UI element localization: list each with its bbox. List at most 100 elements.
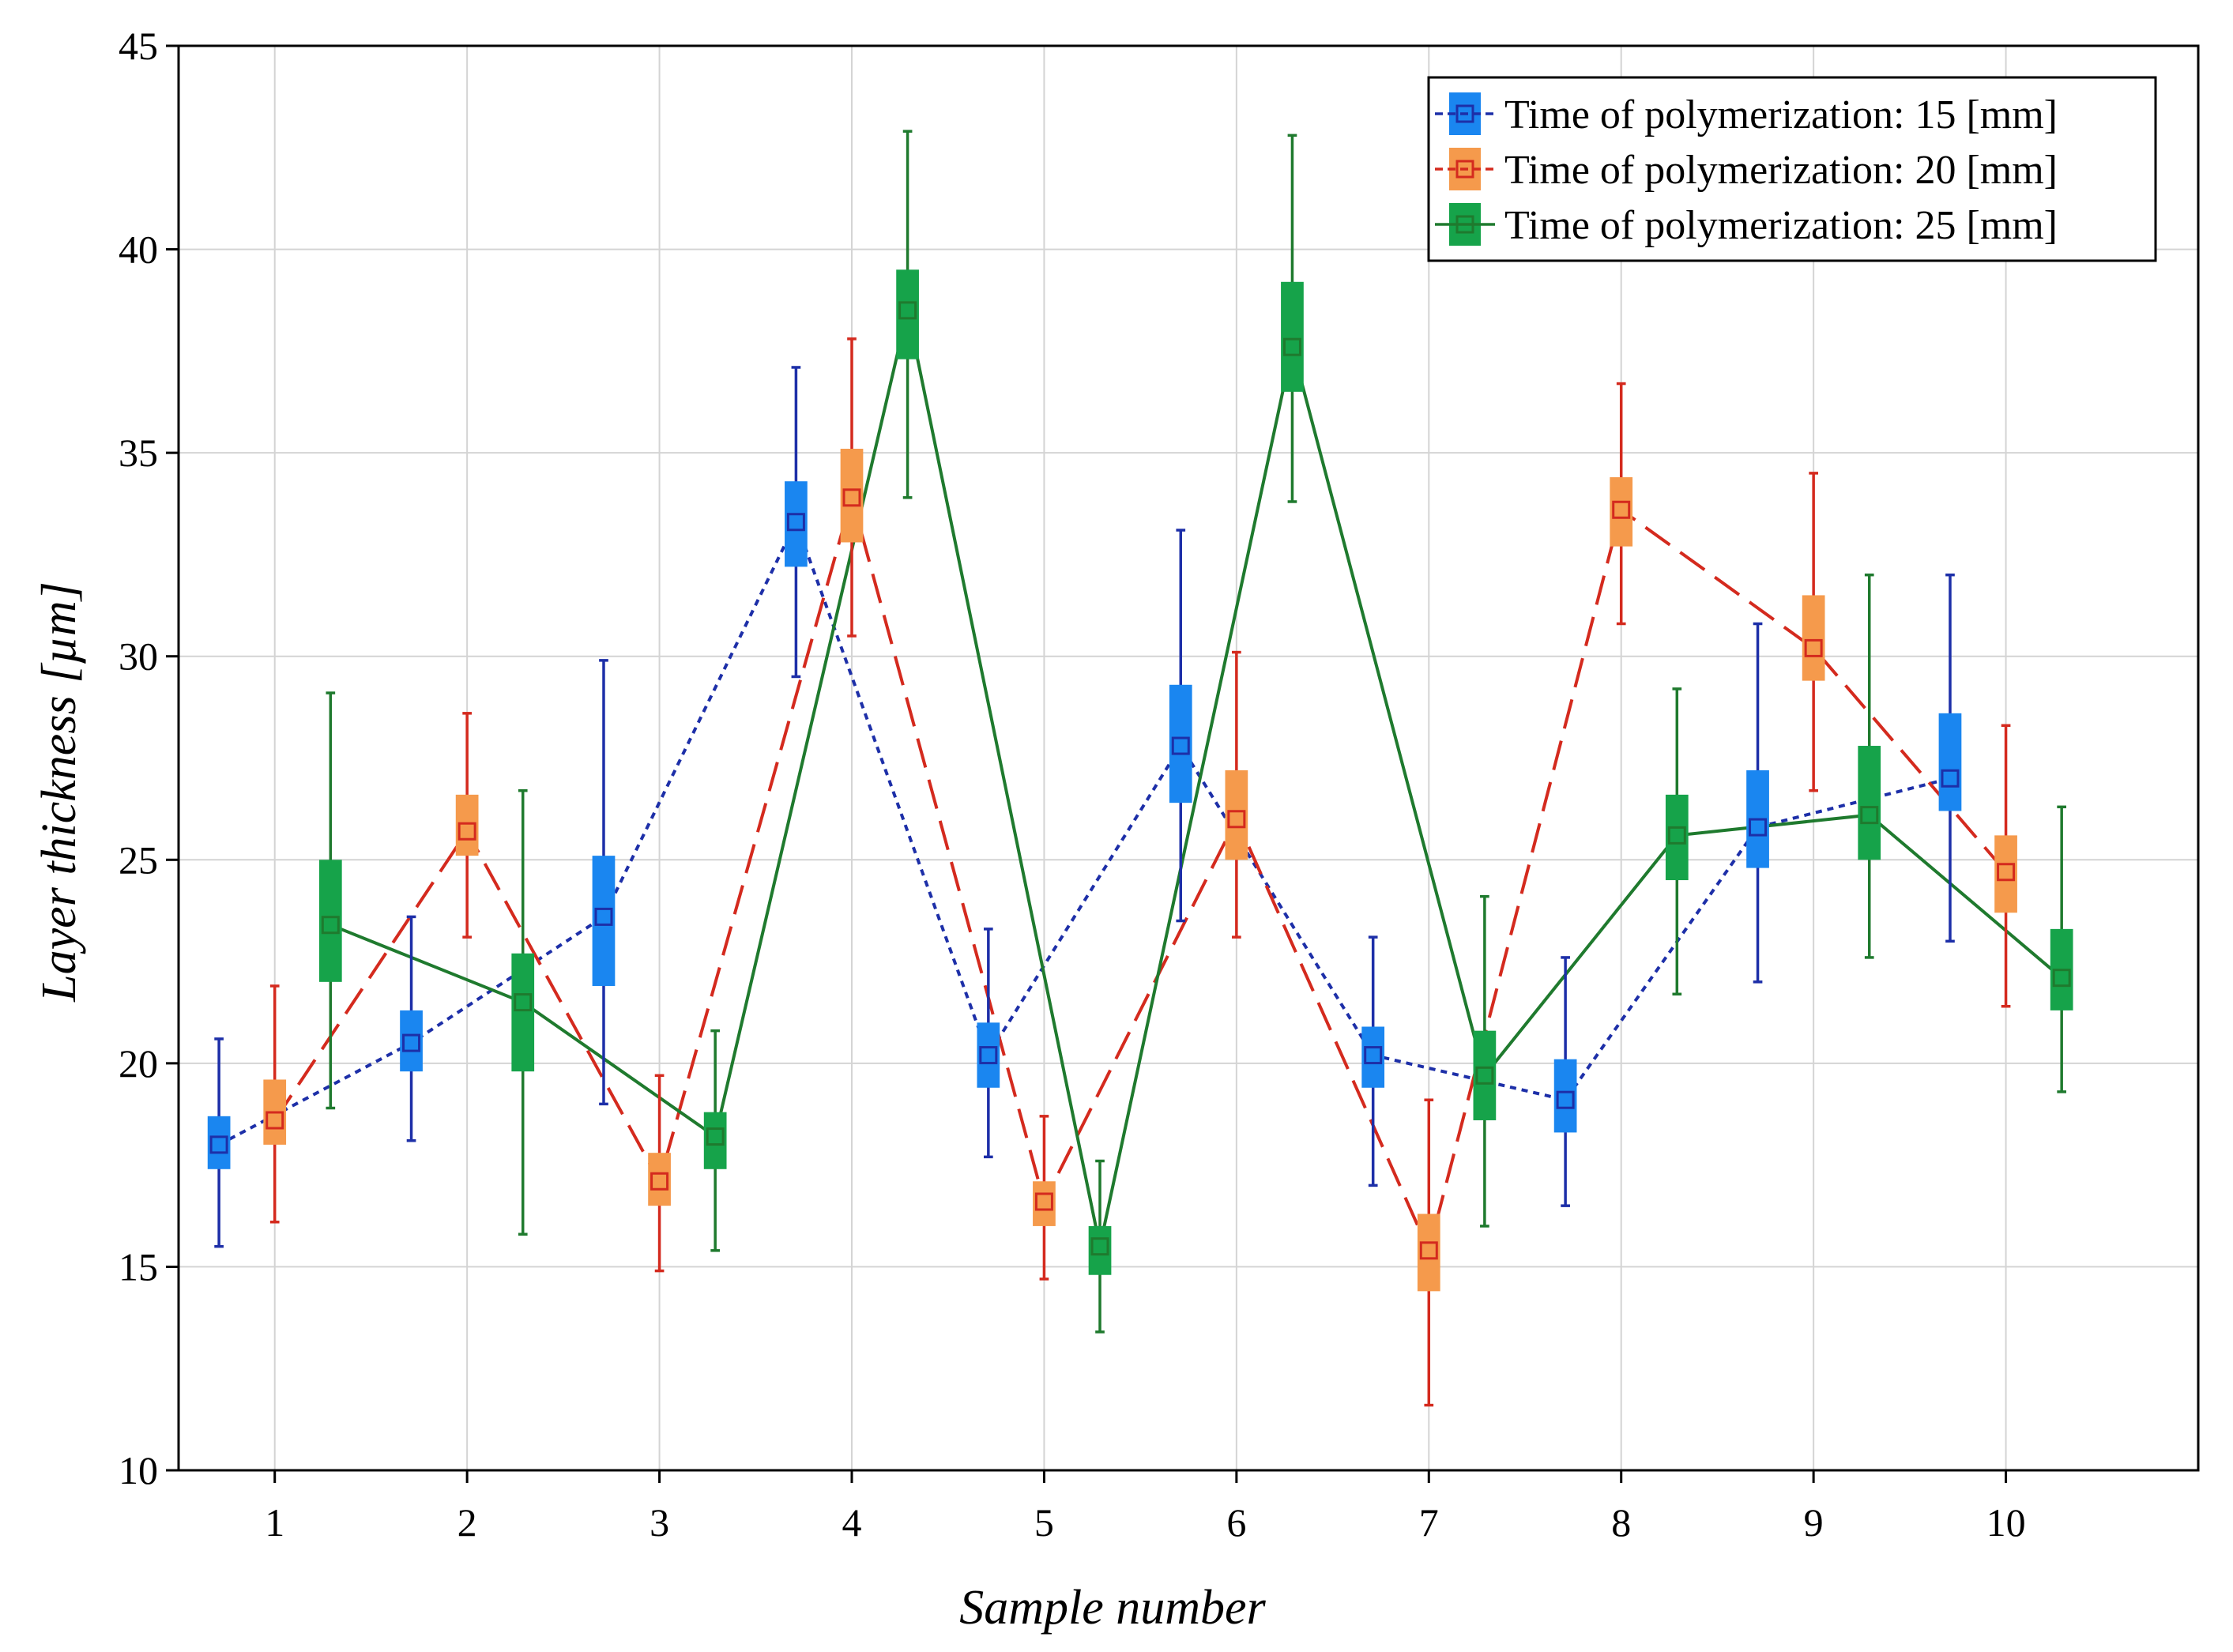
mean-marker: [1749, 818, 1768, 837]
mean-marker: [1475, 1066, 1494, 1085]
mean-marker: [1227, 810, 1246, 829]
box-group: [1553, 956, 1577, 1207]
box-group: [1033, 1115, 1056, 1281]
box: [1858, 746, 1881, 860]
mean-marker: [786, 513, 805, 532]
mean-marker: [1997, 863, 2016, 882]
y-tick-label: 20: [119, 1041, 158, 1086]
legend-label: Time of polymerization: 15 [mm]: [1504, 92, 2058, 137]
box-group: [1938, 573, 1962, 943]
y-axis-title: Layer thickness [µm]: [32, 581, 86, 1003]
box-group: [1802, 472, 1825, 792]
box-group: [1361, 935, 1385, 1187]
legend-item: Time of polymerization: 20 [mm]: [1435, 148, 2058, 193]
legend-marker: [1455, 215, 1474, 234]
x-tick-label: 7: [1419, 1500, 1439, 1545]
y-tick-label: 35: [119, 431, 158, 475]
box-group: [511, 788, 535, 1236]
series-line: [329, 310, 2063, 1247]
y-tick-label: 10: [119, 1448, 158, 1492]
box-group: [785, 366, 808, 679]
box-group: [1417, 1098, 1440, 1407]
y-tick-label: 25: [119, 837, 158, 882]
legend-item: Time of polymerization: 25 [mm]: [1435, 203, 2058, 248]
mean-marker: [209, 1135, 228, 1154]
mean-marker: [650, 1172, 669, 1191]
x-tick-label: 9: [1804, 1500, 1824, 1545]
box-group: [1169, 529, 1192, 923]
x-tick-label: 4: [842, 1500, 862, 1545]
x-tick-label: 5: [1034, 1500, 1054, 1545]
legend-item: Time of polymerization: 15 [mm]: [1435, 92, 2058, 137]
box-group: [703, 1029, 727, 1252]
box-group: [1281, 134, 1304, 503]
box-group: [263, 984, 287, 1224]
legend: Time of polymerization: 15 [mm] Time of p…: [1427, 76, 2157, 262]
y-tick-label: 15: [119, 1244, 158, 1289]
mean-marker: [1667, 826, 1686, 845]
mean-marker: [265, 1111, 284, 1130]
box-group: [1665, 687, 1689, 996]
box-group: [840, 337, 864, 638]
mean-marker: [594, 907, 613, 926]
plot-frame: [177, 44, 2200, 1472]
mean-marker: [1282, 337, 1301, 356]
mean-marker: [1090, 1237, 1109, 1256]
x-tick-label: 10: [1986, 1500, 2026, 1545]
box-group: [400, 915, 423, 1142]
box-group: [648, 1074, 671, 1273]
mean-marker: [2052, 969, 2071, 988]
mean-marker: [842, 488, 861, 507]
mean-marker: [1171, 736, 1190, 755]
mean-marker: [402, 1033, 421, 1052]
legend-box: [1427, 76, 2157, 262]
mean-marker: [1941, 769, 1960, 788]
box-group: [592, 659, 616, 1106]
box-group: [977, 928, 1000, 1159]
box: [1281, 281, 1304, 392]
series-line: [273, 491, 2008, 1255]
mean-marker: [1804, 638, 1823, 657]
mean-marker: [1364, 1046, 1383, 1065]
box-group: [1746, 622, 1769, 984]
box-group: [2050, 805, 2073, 1093]
series-line: [218, 517, 1951, 1146]
box-group: [1858, 573, 1881, 959]
box-group: [318, 691, 342, 1110]
box: [1938, 713, 1962, 811]
box-group: [1610, 382, 1633, 626]
series-lines: [218, 310, 2063, 1255]
box-group: [455, 712, 479, 939]
x-tick-label: 6: [1226, 1500, 1246, 1545]
box-group: [207, 1037, 231, 1248]
series-boxes: [207, 130, 2073, 1407]
box-group: [1994, 724, 2017, 1008]
legend-label: Time of polymerization: 20 [mm]: [1504, 148, 2058, 193]
legend-marker: [1455, 160, 1474, 179]
box: [1802, 595, 1825, 681]
box-group: [1473, 894, 1497, 1228]
x-tick-label: 8: [1611, 1500, 1631, 1545]
x-tick-label: 1: [265, 1500, 284, 1545]
mean-marker: [979, 1046, 998, 1065]
box-group: [1088, 1159, 1112, 1334]
mean-marker: [1860, 806, 1879, 825]
y-tick-label: 45: [119, 24, 158, 68]
y-tick-label: 40: [119, 228, 158, 272]
box-group: [1225, 650, 1248, 939]
mean-marker: [1419, 1241, 1438, 1260]
mean-marker: [1556, 1090, 1575, 1109]
mean-marker: [898, 301, 917, 320]
y-tick-label: 30: [119, 634, 158, 679]
mean-marker: [321, 916, 340, 935]
mean-marker: [1612, 500, 1631, 519]
mean-marker: [458, 822, 476, 841]
box-group: [896, 130, 919, 499]
box: [511, 953, 535, 1072]
mean-marker: [514, 993, 533, 1012]
x-tick-label: 3: [650, 1500, 669, 1545]
legend-marker: [1455, 104, 1474, 123]
legend-label: Time of polymerization: 25 [mm]: [1504, 203, 2058, 248]
